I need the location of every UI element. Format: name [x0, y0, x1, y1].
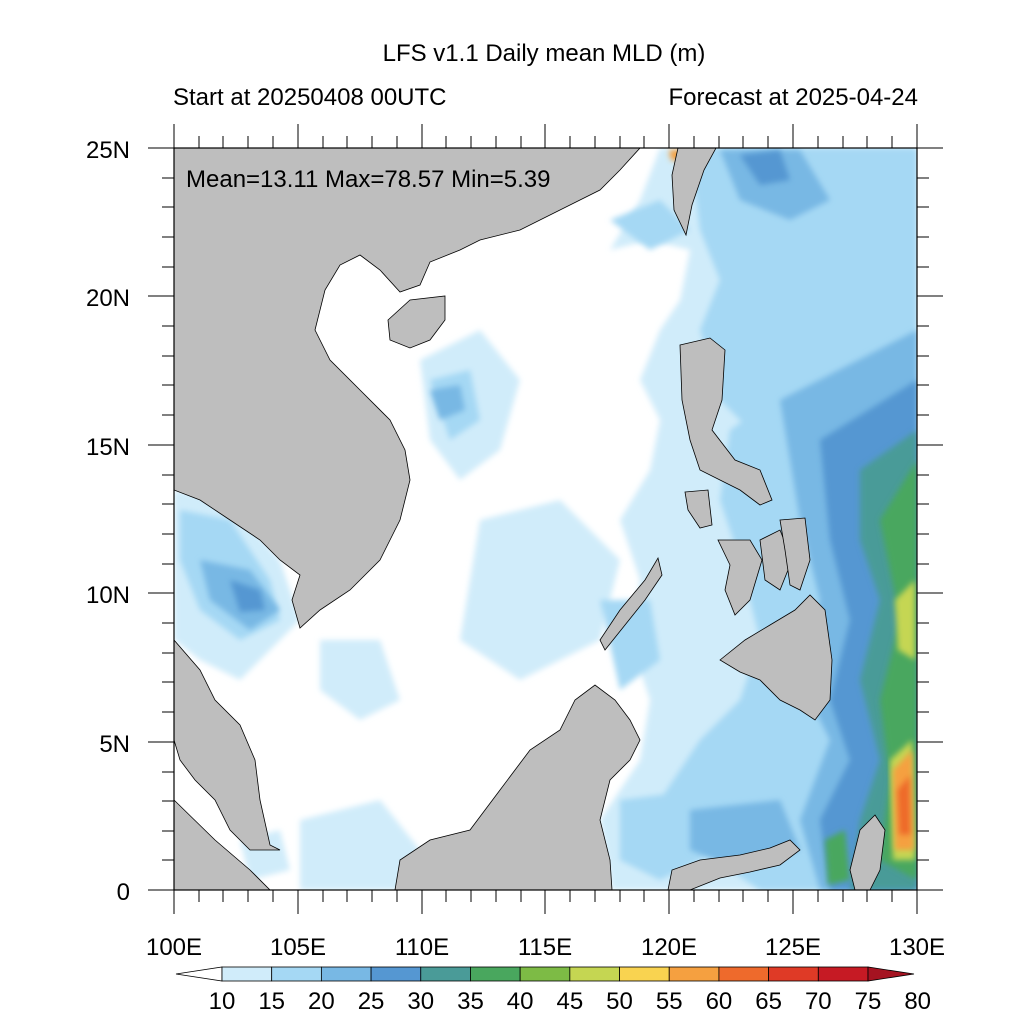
colorbar-tick-label: 25	[357, 988, 385, 1015]
colorbar-segment	[768, 966, 819, 982]
colorbar-segment	[420, 966, 471, 982]
lat-label: 10N	[85, 582, 130, 609]
colorbar-segment	[619, 966, 670, 982]
lon-label: 105E	[269, 934, 327, 961]
lat-label: 15N	[85, 434, 130, 461]
colorbar-segment	[867, 966, 915, 982]
start-time-label: Start at 20250408 00UTC	[173, 84, 447, 111]
lon-label: 110E	[394, 934, 450, 961]
colorbar-tick-label: 40	[506, 988, 534, 1015]
lat-label: 5N	[99, 731, 130, 758]
colorbar-tick-label: 80	[904, 988, 932, 1015]
lat-label: 20N	[85, 285, 130, 312]
lon-label: 130E	[888, 934, 946, 961]
forecast-time-label: Forecast at 2025-04-24	[668, 84, 918, 111]
colorbar-segment	[221, 966, 273, 982]
colorbar-segment	[718, 966, 770, 982]
land-masses	[174, 148, 886, 890]
lat-label: 25N	[85, 137, 130, 164]
lon-label: 120E	[640, 934, 698, 961]
colorbar-segment	[175, 966, 223, 982]
colorbar-tick-label: 75	[854, 988, 882, 1015]
colorbar-tick-label: 55	[655, 988, 683, 1015]
colorbar-tick-label: 70	[804, 988, 832, 1015]
colorbar-tick-label: 50	[606, 988, 633, 1015]
lat-label: 0	[116, 879, 130, 906]
colorbar-segment	[370, 966, 422, 982]
colorbar-tick-label: 20	[308, 988, 335, 1015]
colorbar-segment	[470, 966, 521, 982]
colorbar	[175, 966, 915, 982]
axis-ticks	[148, 124, 943, 914]
colorbar-segment	[569, 966, 620, 982]
lon-label: 100E	[145, 934, 203, 961]
colorbar-tick-label: 30	[407, 988, 435, 1015]
stats-label: Mean=13.11 Max=78.57 Min=5.39	[186, 166, 551, 193]
colorbar-segment	[320, 966, 372, 982]
colorbar-segment	[519, 966, 571, 982]
colorbar-segment	[817, 966, 869, 982]
colorbar-tick-label: 65	[755, 988, 782, 1015]
map-title: LFS v1.1 Daily mean MLD (m)	[382, 40, 706, 67]
colorbar-tick-label: 45	[556, 988, 584, 1015]
colorbar-tick-label: 35	[457, 988, 484, 1015]
mld-field	[174, 148, 917, 890]
lon-label: 115E	[517, 934, 573, 961]
colorbar-segment	[668, 966, 720, 982]
colorbar-tick-label: 10	[208, 988, 236, 1015]
colorbar-tick-label: 60	[705, 988, 733, 1015]
lon-label: 125E	[764, 934, 822, 961]
colorbar-segment	[271, 966, 322, 982]
colorbar-tick-label: 15	[258, 988, 286, 1015]
